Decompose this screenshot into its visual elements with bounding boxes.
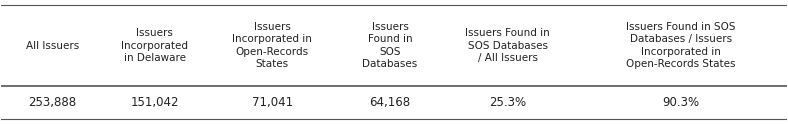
Text: Issuers
Incorporated
in Delaware: Issuers Incorporated in Delaware [121, 28, 188, 63]
Text: Issuers Found in SOS
Databases / Issuers
Incorporated in
Open-Records States: Issuers Found in SOS Databases / Issuers… [626, 22, 735, 69]
Text: 64,168: 64,168 [370, 96, 411, 109]
Text: All Issuers: All Issuers [26, 41, 79, 51]
Text: 253,888: 253,888 [28, 96, 76, 109]
Text: 90.3%: 90.3% [662, 96, 699, 109]
Text: 151,042: 151,042 [130, 96, 179, 109]
Text: 25.3%: 25.3% [489, 96, 526, 109]
Text: Issuers
Incorporated in
Open-Records
States: Issuers Incorporated in Open-Records Sta… [232, 22, 312, 69]
Text: 71,041: 71,041 [251, 96, 293, 109]
Text: Issuers
Found in
SOS
Databases: Issuers Found in SOS Databases [362, 22, 418, 69]
Text: Issuers Found in
SOS Databases
/ All Issuers: Issuers Found in SOS Databases / All Iss… [466, 28, 550, 63]
